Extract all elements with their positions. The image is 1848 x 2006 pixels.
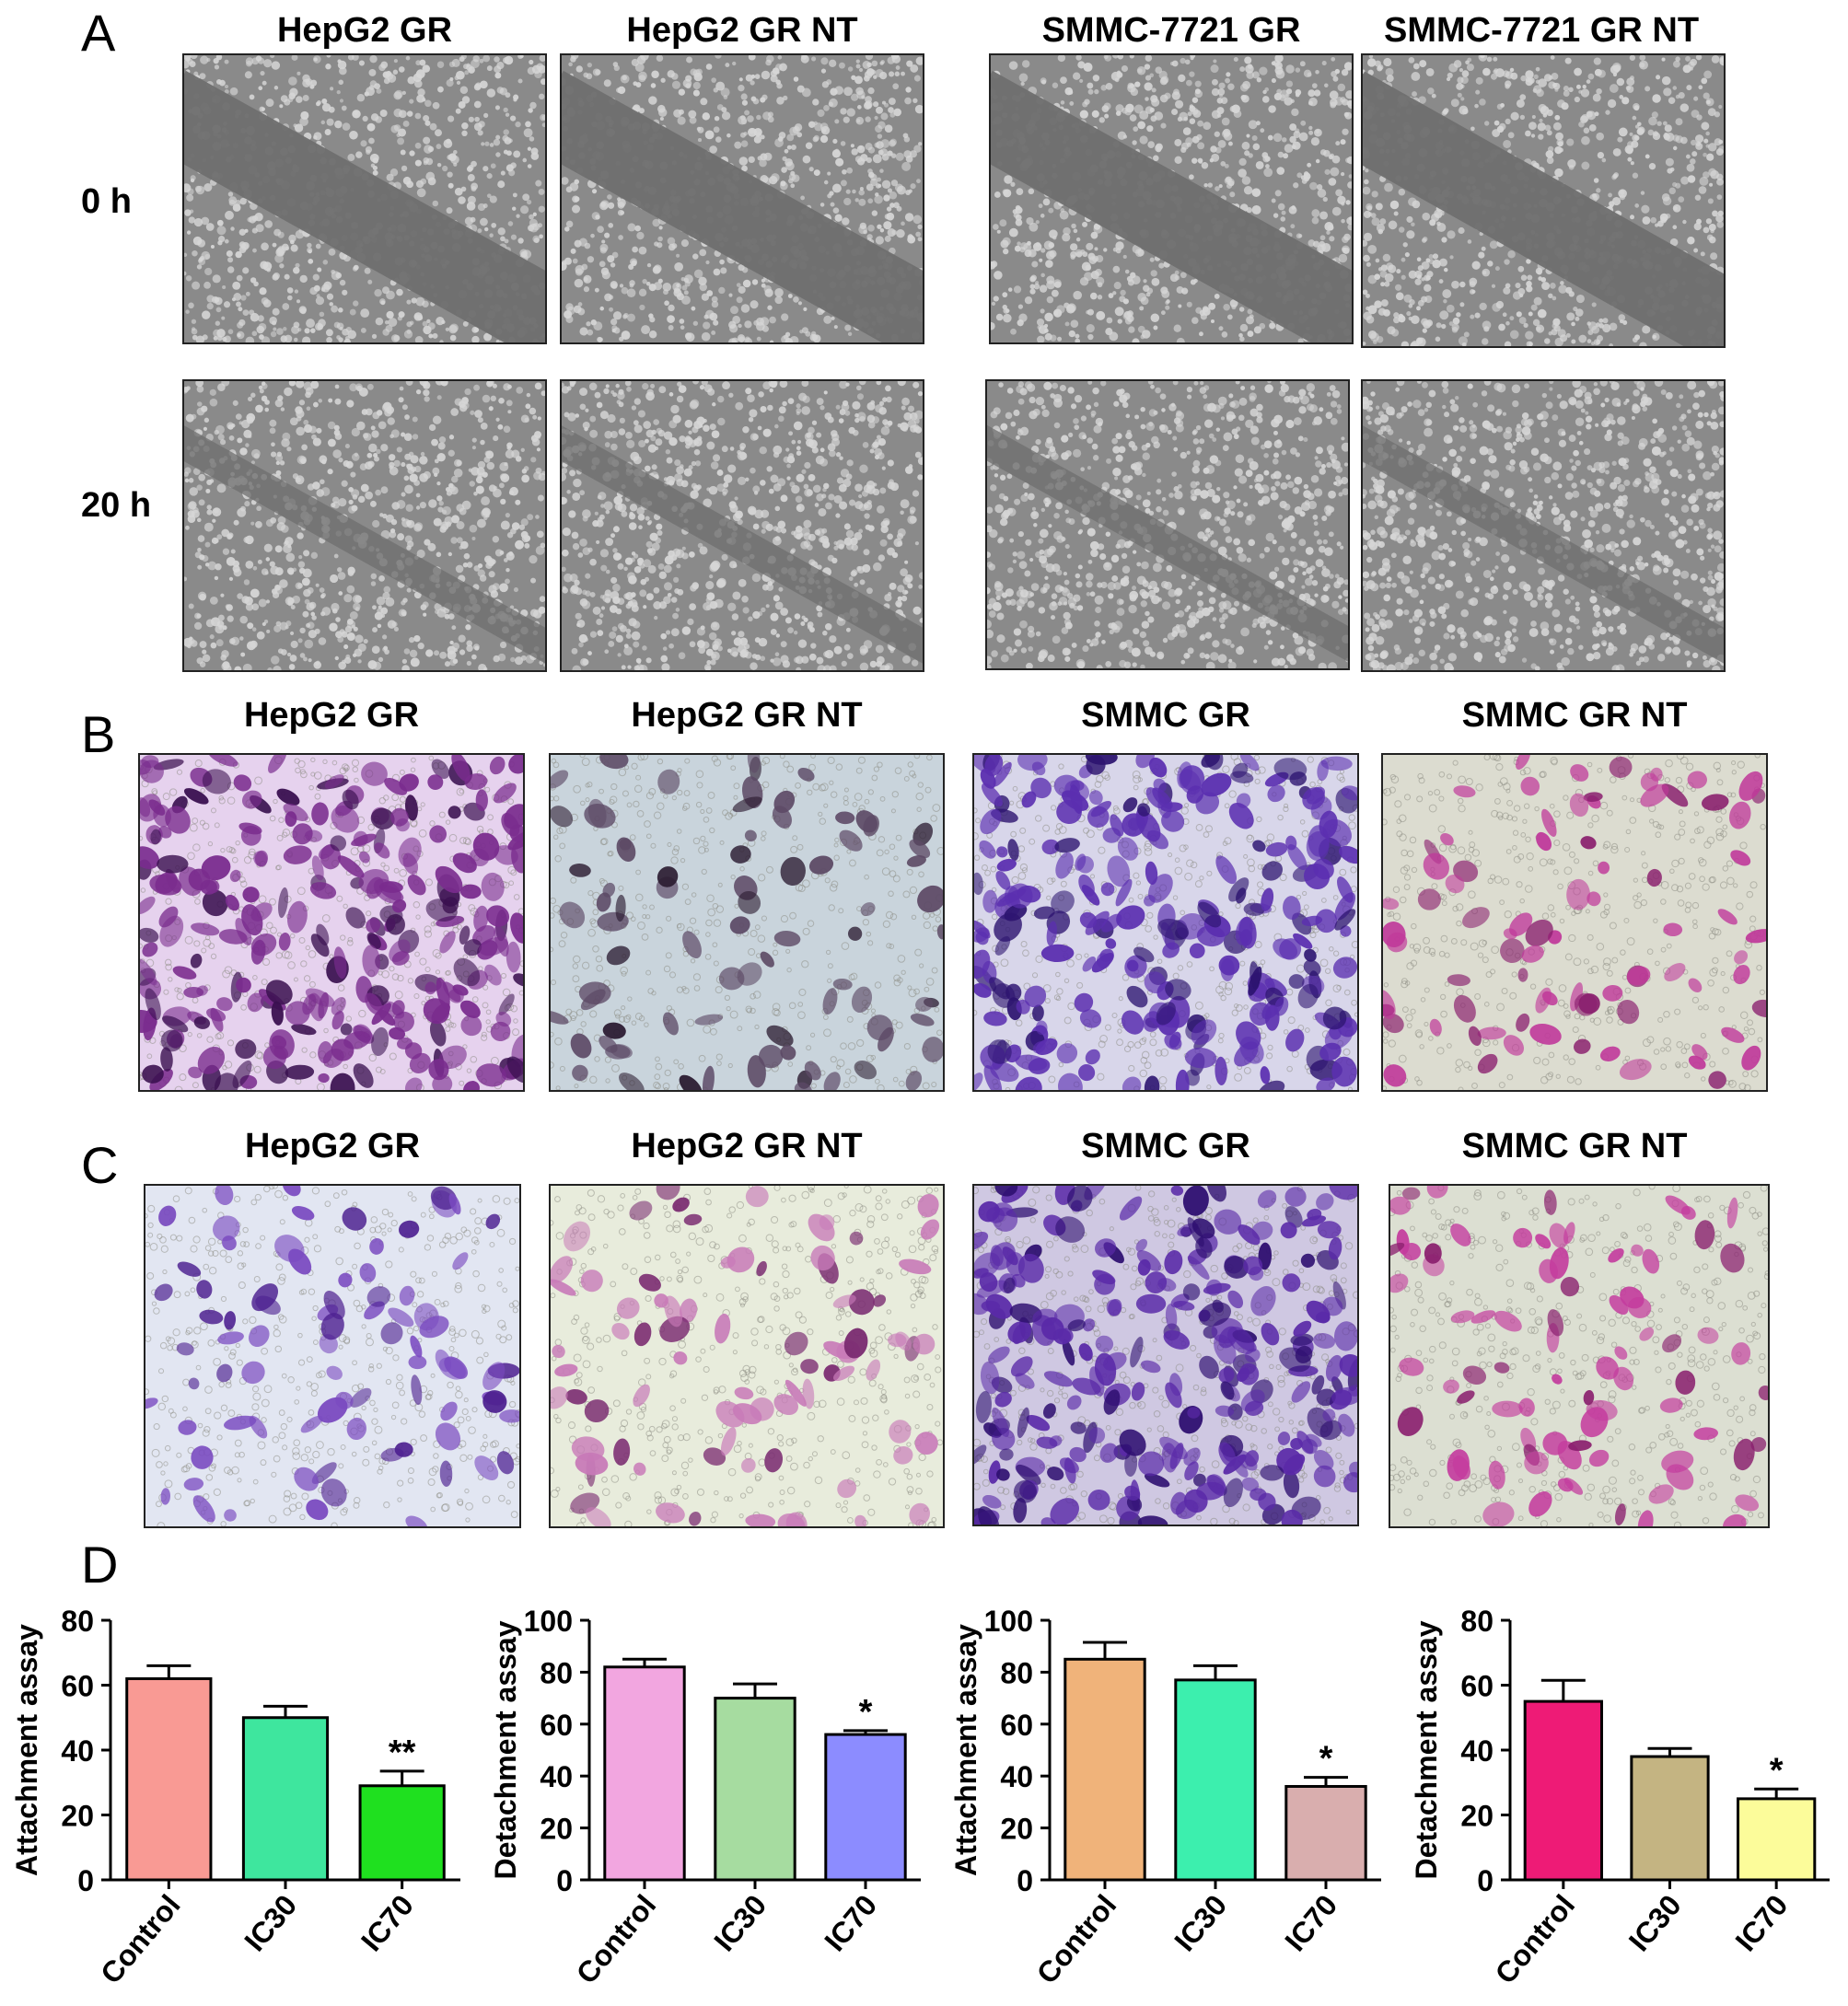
bar	[714, 1697, 796, 1882]
bar	[1284, 1784, 1367, 1882]
y-tick-label: 80	[1000, 1656, 1033, 1689]
bar	[1737, 1797, 1817, 1882]
significance-marker: *	[1319, 1740, 1333, 1779]
bar	[1523, 1699, 1603, 1882]
bar	[1174, 1678, 1257, 1882]
bar	[603, 1665, 686, 1882]
invasion-image-smmc-gr-nt	[1389, 1184, 1770, 1528]
panel-b-column-label: HepG2 GR NT	[631, 696, 863, 735]
y-axis-label: Detachment assay	[1410, 1620, 1443, 1879]
panel-c-column-label: HepG2 GR	[244, 1127, 421, 1165]
wound-image-smmc-gr-nt-0h	[1361, 53, 1726, 348]
panel-a-row-label: 0 h	[81, 182, 132, 221]
panel-b-column-label: SMMC GR	[1081, 696, 1250, 735]
y-tick-label: 60	[61, 1670, 94, 1703]
y-tick-label: 0	[1477, 1864, 1494, 1897]
bar-chart-detachment-smmc: 0 20 40 60 80 Detachment assay Control IC30 * IC7…	[1400, 1556, 1848, 1998]
x-tick-label: IC70	[1729, 1888, 1795, 1957]
wound-image-smmc-gr-nt-20h	[1361, 379, 1726, 672]
y-tick-label: 100	[984, 1605, 1033, 1638]
bar	[1063, 1657, 1146, 1882]
panel-a-column-label: HepG2 GR	[276, 11, 453, 50]
y-tick-label: 20	[540, 1813, 573, 1846]
x-tick-label: IC30	[707, 1888, 773, 1957]
migration-image-hepg2-gr-nt	[549, 753, 945, 1092]
y-tick-label: 80	[540, 1656, 573, 1689]
bar-chart-attachment-smmc: 0 20 40 60 80 100 Attachment assay Control IC30 *…	[939, 1556, 1400, 1998]
bar	[1630, 1755, 1710, 1882]
wound-image-hepg2-gr-nt-20h	[560, 379, 924, 672]
significance-marker: **	[389, 1734, 416, 1772]
y-tick-label: 20	[1460, 1800, 1494, 1833]
y-tick-label: 40	[540, 1760, 573, 1793]
y-tick-label: 20	[61, 1800, 94, 1833]
y-tick-label: 0	[77, 1864, 94, 1897]
panel-a-column-label: SMMC-7721 GR	[1041, 11, 1301, 50]
panel-a-column-label: SMMC-7721 GR NT	[1383, 11, 1700, 50]
chart-svg: 0 20 40 60 80 Detachment assay Control IC30 * IC7…	[1410, 1605, 1830, 1990]
bar-chart-attachment-hepg2: 0 20 40 60 80 Attachment assay Control IC30 ** IC…	[0, 1556, 479, 1998]
y-tick-label: 60	[1000, 1709, 1033, 1742]
panel-a-column-label: HepG2 GR NT	[626, 11, 858, 50]
wound-image-smmc-gr-0h	[989, 53, 1354, 344]
x-tick-label: IC70	[1278, 1888, 1343, 1957]
panel-letter-a: A	[81, 4, 116, 62]
panel-a-row-label: 20 h	[81, 486, 152, 525]
panel-c-column-label: SMMC GR NT	[1461, 1127, 1688, 1165]
y-axis-label: Attachment assay	[10, 1624, 43, 1876]
y-tick-label: 40	[1460, 1734, 1494, 1768]
significance-marker: *	[859, 1693, 873, 1732]
x-tick-label: IC30	[1622, 1888, 1688, 1957]
bar-chart-detachment-hepg2: 0 20 40 60 80 100 Detachment assay Control IC30 *…	[479, 1556, 939, 1998]
x-tick-label: Control	[570, 1888, 663, 1989]
y-tick-label: 40	[1000, 1760, 1033, 1793]
y-tick-label: 0	[556, 1864, 573, 1897]
x-tick-label: Control	[1030, 1888, 1123, 1989]
panel-letter-d: D	[81, 1536, 119, 1594]
bar	[241, 1716, 330, 1882]
x-tick-label: Control	[1489, 1888, 1582, 1989]
migration-image-hepg2-gr	[138, 753, 525, 1092]
wound-image-hepg2-gr-nt-0h	[560, 53, 924, 344]
panel-c-column-label: HepG2 GR NT	[631, 1127, 863, 1165]
x-tick-label: IC70	[818, 1888, 883, 1957]
panel-letter-c: C	[81, 1136, 119, 1194]
significance-marker: *	[1770, 1751, 1784, 1790]
wound-image-hepg2-gr-20h	[182, 379, 547, 672]
y-tick-label: 100	[524, 1605, 573, 1638]
panel-letter-b: B	[81, 705, 116, 763]
y-tick-label: 60	[540, 1709, 573, 1742]
y-tick-label: 40	[61, 1734, 94, 1768]
y-tick-label: 80	[1460, 1605, 1494, 1638]
wound-image-hepg2-gr-0h	[182, 53, 547, 344]
migration-image-smmc-gr-nt	[1381, 753, 1768, 1092]
invasion-image-hepg2-gr-nt	[549, 1184, 945, 1528]
bar	[358, 1784, 446, 1882]
y-axis-label: Attachment assay	[949, 1624, 982, 1876]
invasion-image-hepg2-gr	[144, 1184, 521, 1528]
y-tick-label: 80	[61, 1605, 94, 1638]
y-axis-label: Detachment assay	[489, 1620, 522, 1879]
panel-c-column-label: SMMC GR	[1081, 1127, 1250, 1165]
bar	[824, 1733, 907, 1882]
panel-b-column-label: SMMC GR NT	[1461, 696, 1688, 735]
chart-svg: 0 20 40 60 80 Attachment assay Control IC30 ** IC…	[10, 1605, 460, 1990]
x-tick-label: Control	[94, 1888, 187, 1989]
y-tick-label: 20	[1000, 1813, 1033, 1846]
x-tick-label: IC70	[354, 1888, 420, 1957]
wound-image-smmc-gr-20h	[985, 379, 1350, 670]
x-tick-label: IC30	[238, 1888, 303, 1957]
invasion-image-smmc-gr	[972, 1184, 1359, 1526]
y-tick-label: 0	[1017, 1864, 1033, 1897]
panel-b-column-label: HepG2 GR	[243, 696, 420, 735]
bar	[125, 1676, 213, 1882]
x-tick-label: IC30	[1168, 1888, 1233, 1957]
y-tick-label: 60	[1460, 1670, 1494, 1703]
migration-image-smmc-gr	[972, 753, 1359, 1092]
